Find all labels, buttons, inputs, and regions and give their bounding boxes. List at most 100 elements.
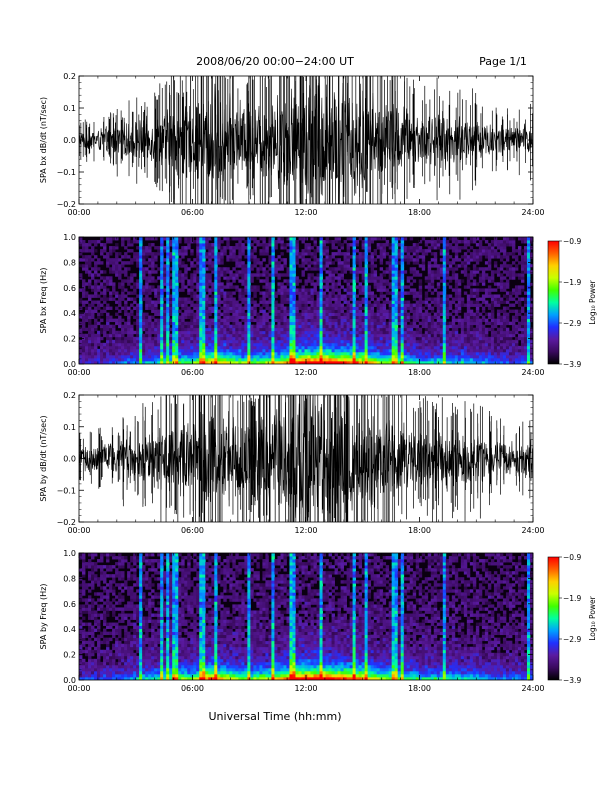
spectrogram-cell [172, 312, 176, 317]
spectrogram-cell [319, 312, 323, 317]
spectrogram-cell [478, 303, 483, 307]
spectrogram-cell [508, 345, 513, 350]
spectrogram-cell [328, 276, 332, 280]
spectrogram-cell [352, 339, 357, 344]
spectrogram-cell [457, 348, 462, 353]
spectrogram-cell [199, 303, 203, 307]
spectrogram-cell [244, 339, 248, 344]
spectrogram-cell [388, 264, 393, 268]
spectrogram-cell [214, 339, 218, 344]
spectrogram-cell [166, 315, 170, 320]
spectrogram-cell [472, 360, 477, 364]
spectrogram-cell [490, 297, 495, 301]
spectrogram-cell [229, 303, 233, 307]
spectrogram-cell [169, 360, 173, 364]
spectrogram-cell [475, 282, 480, 286]
spectrogram-cell [298, 297, 302, 301]
spectrogram-cell [196, 252, 200, 256]
spectrogram-cell [484, 312, 489, 317]
spectrogram-cell [418, 312, 423, 317]
spectrogram-cell [244, 240, 248, 244]
spectrogram-cell [187, 243, 191, 247]
spectrogram-cell [100, 297, 104, 301]
spectrogram-cell [103, 249, 107, 253]
spectrogram-cell [274, 240, 278, 244]
spectrogram-cell [331, 333, 335, 338]
spectrogram-cell [442, 273, 447, 277]
spectrogram-cell [262, 315, 266, 320]
spectrogram-cell [466, 267, 471, 271]
spectrogram-cell [511, 303, 516, 307]
spectrogram-cell [121, 237, 125, 241]
spectrogram-cell [160, 321, 164, 326]
spectrogram-cell [490, 357, 495, 362]
spectrogram-cell [142, 261, 146, 265]
spectrogram-cell [415, 312, 420, 317]
spectrogram-cell [445, 351, 450, 356]
spectrogram-cell [358, 312, 363, 317]
spectrogram-cell [223, 249, 227, 253]
spectrogram-cell [106, 261, 110, 265]
spectrogram-cell [136, 348, 140, 353]
spectrogram-cell [334, 327, 338, 332]
spectrogram-cell [283, 291, 287, 295]
spectrogram-cell [364, 309, 369, 313]
spectrogram-cell [235, 351, 239, 356]
spectrogram-cell [355, 345, 360, 350]
spectrogram-cell [235, 321, 239, 326]
spectrogram-cell [415, 273, 420, 277]
spectrogram-cell [334, 333, 338, 338]
spectrogram-cell [394, 282, 399, 286]
spectrogram-cell [166, 282, 170, 286]
spectrogram-cell [292, 309, 296, 313]
spectrogram-cell [286, 351, 290, 356]
spectrogram-cell [481, 327, 486, 332]
spectrogram-cell [220, 255, 224, 259]
spectrogram-cell [244, 318, 248, 323]
spectrogram-cell [262, 258, 266, 262]
spectrogram-cell [295, 249, 299, 253]
spectrogram-cell [445, 243, 450, 247]
spectrogram-cell [253, 273, 257, 277]
spectrogram-cell [448, 333, 453, 338]
spectrogram-cell [286, 273, 290, 277]
spectrogram-cell [496, 255, 501, 259]
spectrogram-cell [367, 294, 372, 298]
spectrogram-cell [109, 270, 113, 274]
spectrogram-cell [127, 315, 131, 320]
spectrogram-cell [301, 342, 305, 347]
spectrogram-cell [337, 297, 341, 301]
spectrogram-cell [355, 321, 360, 326]
spectrogram-cell [181, 357, 185, 362]
spectrogram-cell [202, 246, 206, 250]
spectrogram-cell [220, 282, 224, 286]
spectrogram-cell [373, 318, 378, 323]
spectrogram-cell [103, 291, 107, 295]
spectrogram-cell [163, 324, 167, 329]
spectrogram-cell [223, 345, 227, 350]
spectrogram-cell [424, 294, 429, 298]
spectrogram-cell [475, 360, 480, 364]
spectrogram-cell [130, 261, 134, 265]
spectrogram-cell [154, 318, 158, 323]
spectrogram-cell [241, 294, 245, 298]
spectrogram-cell [208, 297, 212, 301]
spectrogram-cell [265, 294, 269, 298]
spectrogram-cell [268, 324, 272, 329]
spectrogram-cell [430, 342, 435, 347]
spectrogram-cell [142, 333, 146, 338]
spectrogram-cell [352, 252, 357, 256]
spectrogram-cell [517, 360, 522, 364]
spectrogram-cell [193, 321, 197, 326]
spectrogram-cell [274, 300, 278, 304]
spectrogram-cell [466, 342, 471, 347]
spectrogram-cell [205, 279, 209, 283]
spectrogram-cell [103, 255, 107, 259]
spectrogram-cell [229, 294, 233, 298]
spectrogram-cell [283, 312, 287, 317]
spectrogram-cell [322, 240, 326, 244]
spectrogram-cell [397, 306, 402, 310]
spectrogram-cell [388, 342, 393, 347]
spectrogram-cell [436, 354, 441, 359]
spectrogram-cell [436, 273, 441, 277]
